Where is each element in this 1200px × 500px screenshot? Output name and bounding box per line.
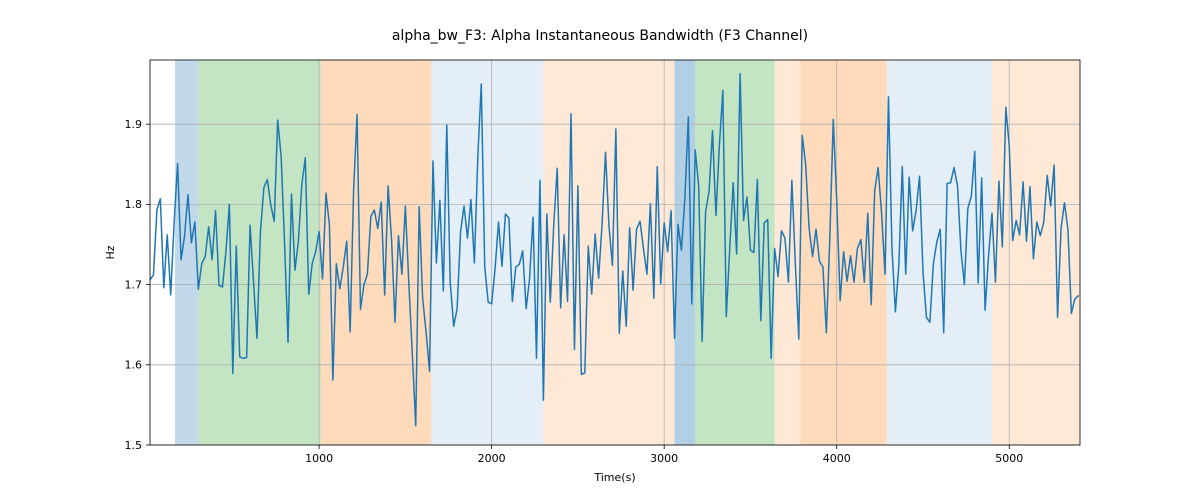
ytick-label: 1.7 xyxy=(125,278,143,291)
xtick-label: 4000 xyxy=(823,452,851,465)
region-1 xyxy=(175,60,198,445)
ytick-label: 1.8 xyxy=(125,198,143,211)
region-4 xyxy=(431,60,543,445)
ytick-label: 1.9 xyxy=(125,118,143,131)
region-8 xyxy=(775,60,801,445)
chart-container: alpha_bw_F3: Alpha Instantaneous Bandwid… xyxy=(0,0,1200,500)
region-3 xyxy=(321,60,431,445)
x-axis-label: Time(s) xyxy=(593,471,635,484)
chart-title: alpha_bw_F3: Alpha Instantaneous Bandwid… xyxy=(0,28,1200,44)
xtick-label: 3000 xyxy=(650,452,678,465)
xtick-label: 1000 xyxy=(305,452,333,465)
ytick-label: 1.6 xyxy=(125,359,143,372)
region-10 xyxy=(887,60,992,445)
xtick-label: 2000 xyxy=(478,452,506,465)
chart-svg: 1000 2000 3000 4000 5000 1.5 1.6 1.7 1.8 1.9 Time(… xyxy=(0,0,1200,500)
y-axis-label: Hz xyxy=(104,245,117,259)
ytick-label: 1.5 xyxy=(125,439,143,452)
xtick-label: 5000 xyxy=(995,452,1023,465)
